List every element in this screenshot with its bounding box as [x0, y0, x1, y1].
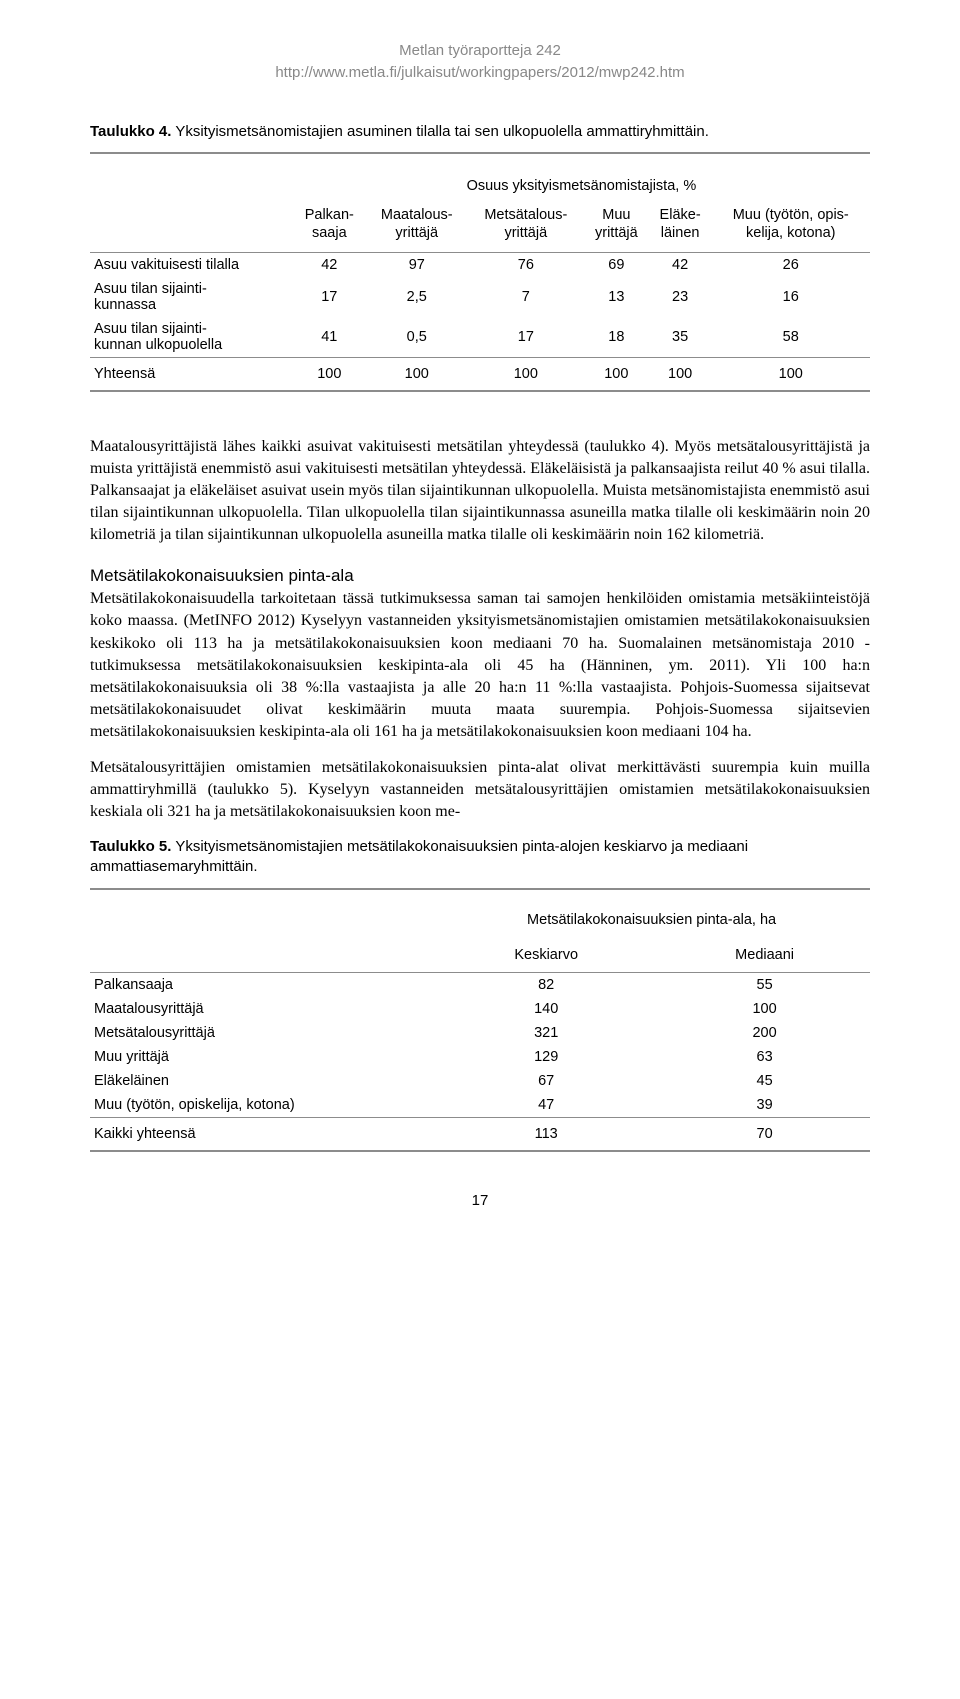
table-row: Maatalousyrittäjä140100: [90, 997, 870, 1021]
table4-cell: 76: [468, 253, 584, 278]
table4-col-4: Eläke-läinen: [649, 200, 712, 253]
table4-caption: Taulukko 4. Yksityismetsänomistajien asu…: [90, 122, 870, 142]
table5-row-label: Eläkeläinen: [90, 1069, 433, 1093]
table5-cell: 67: [433, 1069, 659, 1093]
table5-caption: Taulukko 5. Yksityismetsänomistajien met…: [90, 837, 870, 878]
table-row: Muu yrittäjä12963: [90, 1045, 870, 1069]
table5-cell: 140: [433, 997, 659, 1021]
table4-row-label: Asuu tilan sijainti-kunnassa: [90, 277, 293, 317]
table4-cell: 69: [584, 253, 649, 278]
table4-cell: 16: [711, 277, 870, 317]
table4-footer-cell: 100: [584, 358, 649, 392]
table5-cell: 129: [433, 1045, 659, 1069]
table4-footer-cell: 100: [711, 358, 870, 392]
table4-cell: 23: [649, 277, 712, 317]
table4: Osuus yksityismetsänomistajista, % Palka…: [90, 152, 870, 392]
table4-footer-cell: 100: [649, 358, 712, 392]
table5-cell: 100: [659, 997, 870, 1021]
table4-col-3: Muuyrittäjä: [584, 200, 649, 253]
table5-cell: 63: [659, 1045, 870, 1069]
table-row: Palkansaaja8255: [90, 972, 870, 997]
table-row: Muu (työtön, opiskelija, kotona)4739: [90, 1093, 870, 1118]
table5-col-0: Keskiarvo: [433, 942, 659, 973]
table4-cell: 7: [468, 277, 584, 317]
table4-footer-cell: 100: [293, 358, 366, 392]
table5-cell: 39: [659, 1093, 870, 1118]
page: Metlan työraportteja 242 http://www.metl…: [0, 0, 960, 1699]
table4-cell: 26: [711, 253, 870, 278]
table5-cell: 200: [659, 1021, 870, 1045]
report-url: http://www.metla.fi/julkaisut/workingpap…: [90, 62, 870, 84]
table5-superheader: Metsätilakokonaisuuksien pinta-ala, ha: [433, 889, 870, 942]
table-row: Asuu tilan sijainti-kunnan ulkopuolella4…: [90, 317, 870, 358]
table4-cell: 41: [293, 317, 366, 358]
table5-cell: 55: [659, 972, 870, 997]
paragraph-2: Metsätilakokonaisuudella tarkoitetaan tä…: [90, 588, 870, 743]
table5-footer-cell: 113: [433, 1117, 659, 1151]
table4-footer-label: Yhteensä: [90, 358, 293, 392]
table4-row-label: Asuu vakituisesti tilalla: [90, 253, 293, 278]
table5-cell: 45: [659, 1069, 870, 1093]
table5-cell: 82: [433, 972, 659, 997]
report-header: Metlan työraportteja 242 http://www.metl…: [90, 40, 870, 84]
table-row: Eläkeläinen6745: [90, 1069, 870, 1093]
section-heading: Metsätilakokonaisuuksien pinta-ala: [90, 566, 870, 586]
table4-col-1: Maatalous-yrittäjä: [366, 200, 468, 253]
paragraph-3: Metsätalousyrittäjien omistamien metsäti…: [90, 757, 870, 823]
table4-col-2: Metsätalous-yrittäjä: [468, 200, 584, 253]
table5-col-1: Mediaani: [659, 942, 870, 973]
table4-cell: 0,5: [366, 317, 468, 358]
table5-row-label: Muu (työtön, opiskelija, kotona): [90, 1093, 433, 1118]
table5-caption-text: Yksityismetsänomistajien metsätilakokona…: [90, 838, 748, 875]
table5-row-label: Metsätalousyrittäjä: [90, 1021, 433, 1045]
table4-cell: 97: [366, 253, 468, 278]
table5-caption-num: Taulukko 5.: [90, 838, 171, 855]
table4-cell: 58: [711, 317, 870, 358]
table4-col-0: Palkan-saaja: [293, 200, 366, 253]
table4-cell: 35: [649, 317, 712, 358]
table4-row-label: Asuu tilan sijainti-kunnan ulkopuolella: [90, 317, 293, 358]
table5-row-label: Palkansaaja: [90, 972, 433, 997]
table-row: Metsätalousyrittäjä321200: [90, 1021, 870, 1045]
table4-superheader: Osuus yksityismetsänomistajista, %: [293, 153, 870, 200]
table4-footer-cell: 100: [366, 358, 468, 392]
table5-cell: 47: [433, 1093, 659, 1118]
table4-caption-text: Yksityismetsänomistajien asuminen tilall…: [171, 123, 708, 140]
table5-row-label: Muu yrittäjä: [90, 1045, 433, 1069]
table4-caption-num: Taulukko 4.: [90, 123, 171, 140]
table4-footer-cell: 100: [468, 358, 584, 392]
table4-cell: 2,5: [366, 277, 468, 317]
table-row: Asuu tilan sijainti-kunnassa172,57132316: [90, 277, 870, 317]
table4-col-5: Muu (työtön, opis-kelija, kotona): [711, 200, 870, 253]
table4-cell: 18: [584, 317, 649, 358]
table5-footer-label: Kaikki yhteensä: [90, 1117, 433, 1151]
table4-cell: 42: [649, 253, 712, 278]
report-title: Metlan työraportteja 242: [90, 40, 870, 62]
table-row: Asuu vakituisesti tilalla429776694226: [90, 253, 870, 278]
table4-cell: 42: [293, 253, 366, 278]
paragraph-1: Maatalousyrittäjistä lähes kaikki asuiva…: [90, 436, 870, 546]
table5: Metsätilakokonaisuuksien pinta-ala, ha K…: [90, 888, 870, 1152]
page-number: 17: [90, 1192, 870, 1209]
table4-cell: 17: [293, 277, 366, 317]
table4-cell: 17: [468, 317, 584, 358]
table5-footer-cell: 70: [659, 1117, 870, 1151]
table5-cell: 321: [433, 1021, 659, 1045]
table4-cell: 13: [584, 277, 649, 317]
table5-row-label: Maatalousyrittäjä: [90, 997, 433, 1021]
